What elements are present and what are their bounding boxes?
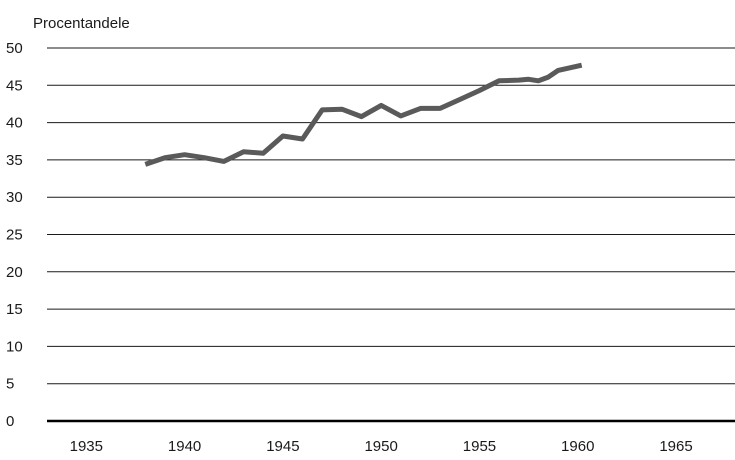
x-tick-labels: 1935 1940 1945 1950 1955 1960 1965 — [70, 438, 693, 455]
y-axis-label: Procentandele — [33, 15, 130, 32]
gridlines — [47, 47, 735, 423]
x-tick-label: 1940 — [168, 438, 201, 455]
y-tick-label: 30 — [6, 189, 23, 206]
y-tick-label: 0 — [6, 413, 14, 430]
y-tick-label: 40 — [6, 115, 23, 132]
y-tick-label: 25 — [6, 227, 23, 244]
x-tick-label: 1955 — [463, 438, 496, 455]
x-tick-label: 1935 — [70, 438, 103, 455]
y-tick-label: 10 — [6, 338, 23, 355]
y-tick-label: 5 — [6, 376, 14, 393]
y-tick-label: 20 — [6, 264, 23, 281]
y-tick-label: 45 — [6, 77, 23, 94]
x-tick-label: 1945 — [266, 438, 299, 455]
x-tick-label: 1965 — [659, 438, 692, 455]
y-tick-label: 15 — [6, 301, 23, 318]
series-layer — [144, 62, 583, 167]
x-tick-label: 1960 — [561, 438, 594, 455]
y-tick-label: 50 — [6, 40, 23, 57]
y-tick-labels: 0 5 10 15 20 25 30 35 40 45 50 — [6, 40, 23, 430]
series-line — [144, 62, 583, 167]
x-tick-label: 1950 — [364, 438, 397, 455]
y-tick-label: 35 — [6, 152, 23, 169]
